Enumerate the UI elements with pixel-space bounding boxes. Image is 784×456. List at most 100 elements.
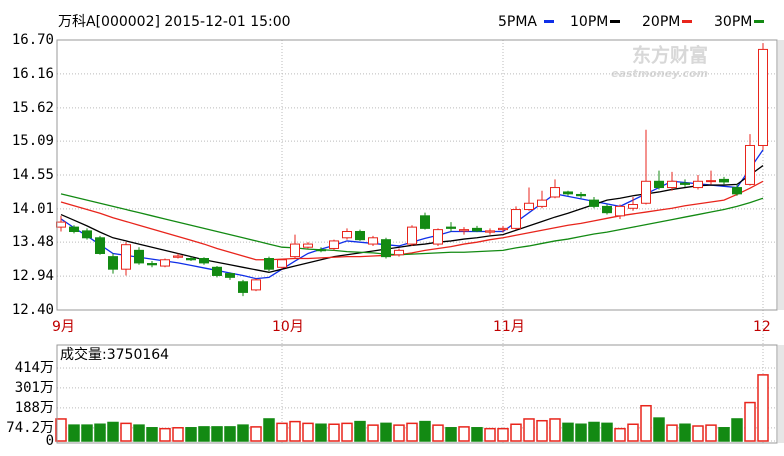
volume-bar <box>68 424 80 442</box>
volume-bar <box>250 426 262 442</box>
candle-body <box>550 187 560 198</box>
legend-label: 10PM <box>570 14 608 30</box>
x-tick-label: 9月 <box>52 319 75 335</box>
candle-body <box>472 227 482 232</box>
volume-bar <box>328 423 340 442</box>
candle-body <box>108 256 118 270</box>
candle-body <box>264 258 274 270</box>
volume-bar <box>146 427 158 442</box>
x-tick-label: 12 <box>753 319 771 335</box>
candle-body <box>238 281 248 293</box>
volume-bar <box>692 425 704 442</box>
legend-swatch <box>682 20 692 23</box>
volume-bar <box>536 419 548 442</box>
candle-body <box>498 227 508 231</box>
candle-body <box>121 244 131 270</box>
volume-bar <box>744 401 756 442</box>
legend-swatch <box>610 20 620 23</box>
candle-body <box>212 266 222 276</box>
candle-body <box>56 221 66 228</box>
candle-body <box>719 178 729 183</box>
volume-bar <box>614 427 626 442</box>
candle-body <box>95 237 105 254</box>
candle-body <box>641 180 651 204</box>
volume-bar <box>731 418 743 442</box>
candle-body <box>147 263 157 266</box>
candle-body <box>693 180 703 189</box>
y-tick-label: 14.01 <box>12 201 54 217</box>
chart-title: 万科A[000002] 2015-12-01 15:00 <box>58 14 291 30</box>
legend-swatch <box>544 20 554 23</box>
candle-body <box>667 180 677 189</box>
watermark-url: eastmoney.com <box>611 67 708 80</box>
candle-body <box>524 202 534 211</box>
volume-bar <box>627 423 639 442</box>
y-tick-label: 12.94 <box>12 268 54 284</box>
y-tick-label: 15.62 <box>12 100 54 116</box>
volume-bar <box>653 417 665 442</box>
y-tick-label: 414万 <box>15 360 54 376</box>
candle-body <box>485 230 495 233</box>
volume-bar <box>419 420 431 442</box>
candle-body <box>654 180 664 189</box>
candle-body <box>381 239 391 258</box>
candle-body <box>680 182 690 185</box>
candle-body <box>134 249 144 264</box>
volume-bar <box>406 422 418 442</box>
volume-bar <box>510 423 522 442</box>
candle-body <box>160 259 170 267</box>
volume-bar <box>471 427 483 442</box>
y-tick-label: 16.16 <box>12 66 54 82</box>
volume-bar <box>185 427 197 442</box>
volume-bar <box>458 426 470 442</box>
volume-bar <box>263 418 275 442</box>
volume-bar <box>666 424 678 442</box>
candle-body <box>589 199 599 207</box>
y-tick-label: 15.09 <box>12 133 54 149</box>
candle-body <box>186 258 196 261</box>
ma-line <box>60 180 764 261</box>
volume-bar <box>276 422 288 442</box>
volume-bar <box>224 426 236 442</box>
candle-body <box>537 199 547 207</box>
volume-bar <box>380 422 392 442</box>
y-tick-label: 13.48 <box>12 234 54 250</box>
volume-bar <box>497 427 509 442</box>
volume-bar <box>601 422 613 442</box>
y-tick-label: 14.55 <box>12 167 54 183</box>
candle-body <box>433 229 443 245</box>
legend-label: 5PMA <box>498 14 537 30</box>
candle-body <box>355 231 365 241</box>
volume-bar <box>445 427 457 442</box>
volume-bar <box>211 426 223 442</box>
scroll-strip <box>778 345 784 443</box>
candle-body <box>420 215 430 229</box>
candle-body <box>368 237 378 245</box>
volume-bar <box>341 422 353 442</box>
volume-bar <box>354 420 366 442</box>
candle-body <box>199 258 209 264</box>
legend-label: 30PM <box>714 14 752 30</box>
candle-body <box>342 231 352 239</box>
candle-body <box>290 243 300 258</box>
volume-bar <box>640 404 652 442</box>
legend-swatch <box>754 20 764 23</box>
candle-body <box>407 226 417 245</box>
y-tick-label: 12.40 <box>12 302 54 318</box>
volume-bar <box>432 424 444 442</box>
candle-body <box>69 226 79 233</box>
volume-bar <box>523 418 535 442</box>
volume-bar <box>575 423 587 442</box>
volume-bar <box>588 421 600 442</box>
volume-bar <box>172 427 184 442</box>
y-tick-label: 0 <box>46 433 54 449</box>
candle-body <box>329 240 339 249</box>
candle-body <box>303 243 313 248</box>
candle-body <box>615 205 625 217</box>
candle-body <box>446 226 456 229</box>
volume-bar <box>237 424 249 442</box>
volume-bar <box>705 424 717 442</box>
volume-bar <box>562 422 574 442</box>
x-tick-label: 11月 <box>493 319 525 335</box>
